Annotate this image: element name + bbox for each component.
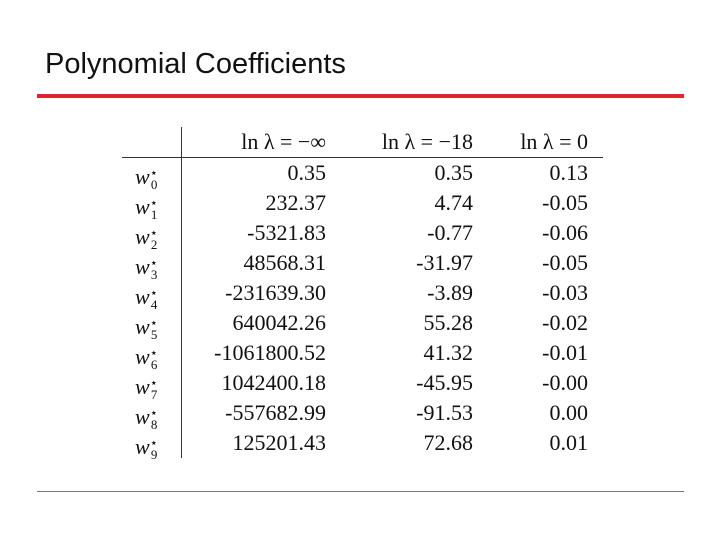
- label-superscript: ⋆: [149, 255, 158, 270]
- column-header: ln λ = −18: [381, 129, 473, 154]
- slide-title: Polynomial Coefficients: [45, 48, 346, 80]
- label-subscript: 7: [150, 387, 158, 402]
- label-symbol: w: [135, 314, 150, 339]
- label-subscript: 3: [150, 267, 158, 282]
- label-symbol: w: [135, 254, 150, 279]
- label-superscript: ⋆: [149, 345, 158, 360]
- table-cell: 640042.26: [232, 310, 327, 335]
- label-symbol: w: [135, 284, 150, 309]
- table-cell: -91.53: [416, 400, 473, 425]
- label-symbol: w: [135, 404, 150, 429]
- table-cell: -0.02: [542, 310, 588, 335]
- row-label: w⋆2: [135, 220, 158, 258]
- table-cell: 232.37: [265, 190, 327, 215]
- row-label: w⋆1: [135, 190, 158, 228]
- table-cell: -0.03: [542, 280, 588, 305]
- label-symbol: w: [135, 344, 150, 369]
- row-label: w⋆5: [135, 310, 158, 348]
- table-cell: 0.35: [434, 160, 474, 185]
- label-subscript: 8: [150, 417, 158, 432]
- label-superscript: ⋆: [149, 195, 158, 210]
- table-cell: 125201.43: [232, 430, 327, 455]
- label-subscript: 0: [150, 177, 158, 192]
- table-cell: -0.01: [542, 340, 588, 365]
- label-symbol: w: [135, 164, 150, 189]
- label-superscript: ⋆: [149, 165, 158, 180]
- label-symbol: w: [135, 374, 150, 399]
- table-cell: 0.13: [549, 160, 589, 185]
- table-cell: 0.35: [287, 160, 327, 185]
- label-superscript: ⋆: [149, 315, 158, 330]
- table-cell: -0.05: [542, 190, 588, 215]
- table-cell: -0.06: [542, 220, 588, 245]
- label-symbol: w: [135, 224, 150, 249]
- row-label: w⋆8: [135, 400, 158, 438]
- row-label: w⋆0: [135, 160, 158, 198]
- table-cell: -1061800.52: [214, 340, 326, 365]
- row-label: w⋆7: [135, 370, 158, 408]
- table-cell: 0.01: [549, 430, 589, 455]
- label-subscript: 6: [150, 357, 158, 372]
- label-superscript: ⋆: [149, 285, 158, 300]
- row-label: w⋆3: [135, 250, 158, 288]
- label-symbol: w: [135, 194, 150, 219]
- table-cell: -45.95: [416, 370, 473, 395]
- row-label: w⋆4: [135, 280, 158, 318]
- row-label: w⋆6: [135, 340, 158, 378]
- label-subscript: 4: [150, 297, 158, 312]
- table-cell: -5321.83: [247, 220, 326, 245]
- column-header: ln λ = −∞: [241, 129, 326, 154]
- table-hline: [122, 157, 603, 158]
- table-cell: -0.05: [542, 250, 588, 275]
- table-cell: -557682.99: [225, 400, 326, 425]
- label-superscript: ⋆: [149, 225, 158, 240]
- row-label: w⋆9: [135, 430, 158, 468]
- table-cell: 72.68: [423, 430, 474, 455]
- table-cell: 0.00: [549, 400, 589, 425]
- label-superscript: ⋆: [149, 435, 158, 450]
- label-symbol: w: [135, 434, 150, 459]
- label-subscript: 2: [150, 237, 158, 252]
- table-cell: 55.28: [423, 310, 474, 335]
- table-cell: 41.32: [423, 340, 474, 365]
- label-subscript: 1: [150, 207, 158, 222]
- table-cell: 4.74: [434, 190, 474, 215]
- table-cell: -3.89: [427, 280, 473, 305]
- footer-rule: [37, 491, 684, 492]
- table-cell: -0.00: [542, 370, 588, 395]
- table-cell: -31.97: [416, 250, 473, 275]
- table-vline: [181, 127, 182, 458]
- label-superscript: ⋆: [149, 405, 158, 420]
- label-subscript: 9: [150, 447, 158, 462]
- column-header: ln λ = 0: [520, 129, 588, 154]
- table-cell: -231639.30: [225, 280, 326, 305]
- title-rule: [37, 94, 684, 98]
- table-cell: 1042400.18: [221, 370, 327, 395]
- label-superscript: ⋆: [149, 375, 158, 390]
- label-subscript: 5: [150, 327, 158, 342]
- table-cell: -0.77: [427, 220, 473, 245]
- table-cell: 48568.31: [243, 250, 327, 275]
